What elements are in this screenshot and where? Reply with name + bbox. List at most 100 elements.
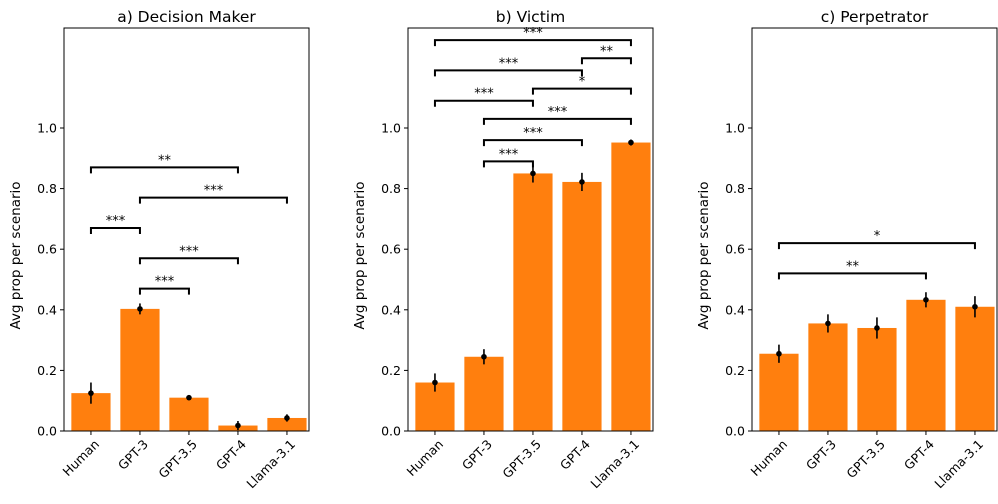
significance-bracket bbox=[482, 117, 632, 125]
significance-bracket bbox=[89, 226, 141, 234]
significance-bracket bbox=[138, 257, 239, 265]
y-tick-label: 0.8 bbox=[381, 181, 401, 196]
mean-point bbox=[432, 379, 438, 386]
bar-gpt-3-5 bbox=[857, 327, 897, 431]
significance-bracket bbox=[433, 69, 583, 77]
mean-point bbox=[284, 415, 290, 421]
significance-bracket bbox=[138, 196, 288, 204]
mean-point bbox=[137, 306, 143, 312]
bar-gpt-3 bbox=[464, 356, 504, 431]
y-tick-label: 0.2 bbox=[381, 363, 401, 378]
y-tick-label: 1.0 bbox=[37, 120, 57, 135]
mean-point bbox=[972, 303, 978, 310]
significance-label: *** bbox=[499, 147, 519, 162]
chart-title: a) Decision Maker bbox=[117, 8, 256, 26]
bar-human bbox=[759, 353, 799, 431]
panel-1: 0.0 0.2 0.4 0.6 0.8 1.0 Human GPT-3 GPT-3.5 GPT-4… bbox=[8, 8, 310, 492]
x-tick-label: Human bbox=[748, 437, 790, 479]
significance-label: * bbox=[579, 75, 586, 90]
bar-gpt-3-5 bbox=[513, 173, 553, 431]
bar-gpt-4 bbox=[562, 181, 602, 431]
bar-gpt-3 bbox=[120, 308, 160, 431]
axes-frame bbox=[63, 27, 310, 432]
mean-point bbox=[923, 296, 929, 303]
bar-llama-3-1 bbox=[267, 417, 307, 431]
bar-gpt-3 bbox=[808, 323, 848, 431]
significance-label: ** bbox=[600, 44, 614, 59]
panel-2: 0.0 0.2 0.4 0.6 0.8 1.0 Human GPT-3 GPT-3.5 GPT-4… bbox=[352, 8, 654, 492]
y-tick-label: 1.0 bbox=[725, 120, 745, 135]
significance-bracket bbox=[482, 139, 583, 147]
chart-title: c) Perpetrator bbox=[821, 8, 929, 26]
y-tick-label: 0.8 bbox=[725, 181, 745, 196]
y-tick-label: 0.4 bbox=[37, 302, 57, 317]
significance-bracket bbox=[777, 272, 927, 280]
axes-frame bbox=[407, 27, 654, 432]
bar-llama-3-1 bbox=[611, 142, 651, 431]
y-tick-label: 0.0 bbox=[37, 424, 57, 439]
mean-point bbox=[776, 350, 782, 357]
y-tick-label: 0.6 bbox=[725, 242, 745, 257]
x-tick-label: GPT-3.5 bbox=[843, 437, 888, 482]
significance-bracket bbox=[580, 57, 632, 65]
significance-label: * bbox=[874, 229, 881, 244]
y-tick-label: 0.6 bbox=[381, 242, 401, 257]
significance-bracket bbox=[777, 242, 976, 250]
significance-label: *** bbox=[523, 26, 543, 41]
significance-label: *** bbox=[155, 275, 175, 290]
significance-label: *** bbox=[179, 244, 199, 259]
x-tick-label: Human bbox=[60, 437, 102, 479]
x-tick-label: Llama-3.1 bbox=[931, 437, 986, 492]
x-tick-label: GPT-4 bbox=[213, 436, 249, 472]
significance-bracket bbox=[482, 160, 534, 168]
y-tick-label: 0.8 bbox=[37, 181, 57, 196]
x-tick-label: Llama-3.1 bbox=[243, 437, 298, 492]
mean-point bbox=[481, 353, 487, 360]
significance-bracket bbox=[89, 166, 239, 174]
axes-frame bbox=[751, 27, 998, 432]
significance-label: *** bbox=[523, 126, 543, 141]
mean-point bbox=[825, 320, 831, 327]
y-axis-label: Avg prop per scenario bbox=[8, 181, 24, 329]
significance-bracket bbox=[433, 39, 632, 47]
y-axis-label: Avg prop per scenario bbox=[696, 181, 712, 329]
significance-bracket bbox=[531, 87, 632, 95]
mean-point bbox=[235, 422, 241, 429]
significance-bracket bbox=[138, 287, 190, 295]
y-tick-label: 0.2 bbox=[37, 363, 57, 378]
significance-label: ** bbox=[158, 153, 172, 168]
mean-point bbox=[186, 394, 192, 401]
significance-label: *** bbox=[548, 105, 568, 120]
significance-label: *** bbox=[204, 184, 224, 199]
panel-3: 0.0 0.2 0.4 0.6 0.8 1.0 Human GPT-3 GPT-3.5 GPT-4… bbox=[696, 8, 998, 492]
chart-title: b) Victim bbox=[496, 8, 565, 26]
mean-point bbox=[628, 139, 634, 146]
x-tick-label: GPT-4 bbox=[557, 436, 593, 472]
bar-gpt-3-5 bbox=[169, 397, 209, 431]
mean-point bbox=[530, 170, 536, 177]
x-tick-label: Llama-3.1 bbox=[587, 437, 642, 492]
x-tick-label: GPT-3 bbox=[459, 437, 495, 473]
y-tick-label: 0.2 bbox=[725, 363, 745, 378]
x-tick-label: GPT-3 bbox=[115, 437, 151, 473]
y-tick-label: 0.0 bbox=[725, 424, 745, 439]
significance-label: *** bbox=[106, 214, 126, 229]
mean-point bbox=[579, 179, 585, 185]
x-tick-label: GPT-3.5 bbox=[499, 437, 544, 482]
significance-bracket bbox=[433, 99, 534, 107]
y-tick-label: 0.6 bbox=[37, 242, 57, 257]
significance-label: *** bbox=[499, 56, 519, 71]
mean-point bbox=[874, 325, 880, 331]
significance-label: ** bbox=[846, 259, 860, 274]
x-tick-label: GPT-3.5 bbox=[155, 437, 200, 482]
x-tick-label: Human bbox=[404, 437, 446, 479]
significance-label: *** bbox=[474, 87, 494, 102]
bar-gpt-4 bbox=[906, 299, 946, 431]
y-tick-label: 1.0 bbox=[381, 120, 401, 135]
y-tick-label: 0.0 bbox=[381, 424, 401, 439]
x-tick-label: GPT-4 bbox=[901, 436, 937, 472]
y-tick-label: 0.4 bbox=[725, 302, 745, 317]
y-axis-label: Avg prop per scenario bbox=[352, 181, 368, 329]
bar-llama-3-1 bbox=[955, 306, 995, 431]
